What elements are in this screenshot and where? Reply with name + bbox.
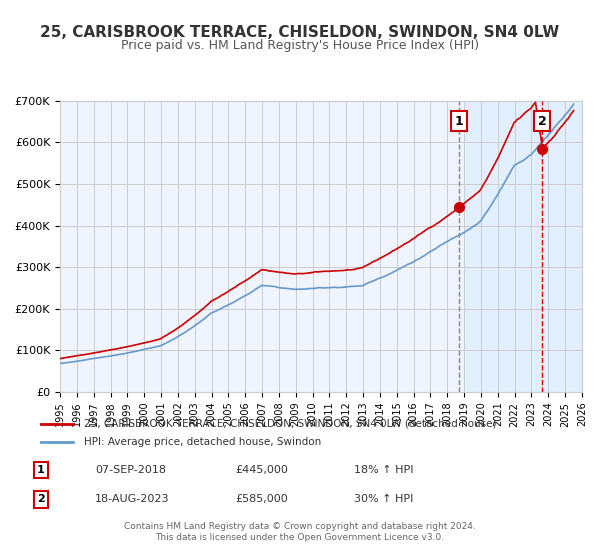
Bar [464,101,582,392]
Text: 2: 2 [538,115,547,128]
Text: 25, CARISBROOK TERRACE, CHISELDON, SWINDON, SN4 0LW: 25, CARISBROOK TERRACE, CHISELDON, SWIND… [40,25,560,40]
Text: 07-SEP-2018: 07-SEP-2018 [95,465,166,475]
Text: 1: 1 [37,465,44,475]
Text: 25, CARISBROOK TERRACE, CHISELDON, SWINDON, SN4 0LW (detached house): 25, CARISBROOK TERRACE, CHISELDON, SWIND… [84,418,497,428]
Text: This data is licensed under the Open Government Licence v3.0.: This data is licensed under the Open Gov… [155,533,445,543]
Text: Price paid vs. HM Land Registry's House Price Index (HPI): Price paid vs. HM Land Registry's House … [121,39,479,52]
Text: 1: 1 [455,115,463,128]
Text: 18% ↑ HPI: 18% ↑ HPI [354,465,413,475]
Text: £445,000: £445,000 [235,465,288,475]
Text: Contains HM Land Registry data © Crown copyright and database right 2024.: Contains HM Land Registry data © Crown c… [124,522,476,531]
Text: 2: 2 [37,494,44,505]
Text: 30% ↑ HPI: 30% ↑ HPI [354,494,413,505]
Text: £585,000: £585,000 [235,494,288,505]
Text: HPI: Average price, detached house, Swindon: HPI: Average price, detached house, Swin… [84,437,321,446]
Text: 18-AUG-2023: 18-AUG-2023 [95,494,169,505]
